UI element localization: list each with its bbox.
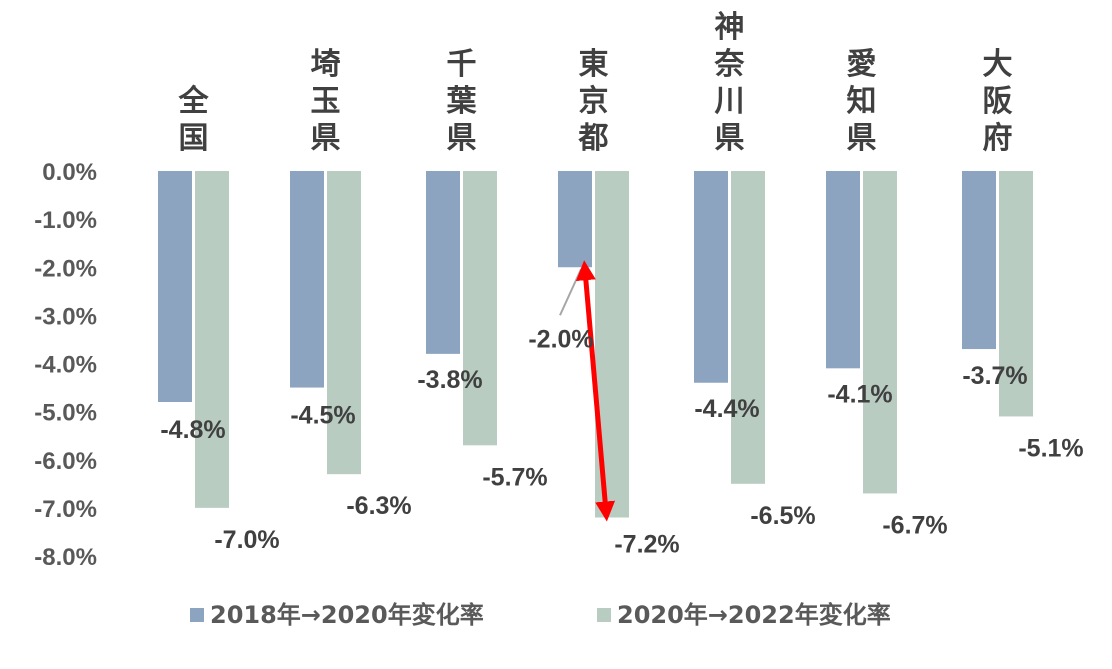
bar-series1-6: [962, 171, 996, 350]
y-tick-label--8.0: -8.0%: [34, 544, 97, 571]
leader-line-tokyo: [559, 268, 582, 316]
legend-label-2: 2020年→2022年変化率: [617, 601, 891, 629]
bar-series1-3: [558, 171, 592, 268]
bar-series1-5: [826, 171, 860, 369]
bar-series1-4: [694, 171, 728, 383]
y-tick-label--6.0: -6.0%: [34, 448, 97, 475]
legend-swatch-1: [190, 608, 204, 622]
annotation-arrow: [575, 260, 616, 522]
bar-series2-2: [463, 171, 497, 446]
data-label-series2-2: -5.7%: [482, 463, 547, 491]
category-label-1: 埼玉県: [311, 47, 341, 156]
bar-series2-6: [999, 171, 1033, 417]
bar-series1-0: [158, 171, 192, 402]
category-labels: 全国 埼玉県 千葉県 東京都 神奈川県 愛知県 大阪府: [178, 10, 1013, 156]
data-label-series2-1: -6.3%: [346, 492, 411, 520]
y-tick-label--4.0: -4.0%: [34, 352, 97, 379]
y-tick-label--2.0: -2.0%: [34, 255, 97, 282]
data-label-series1-0: -4.8%: [160, 416, 225, 444]
bar-series1-1: [290, 171, 324, 388]
y-tick-label-0.0: 0.0%: [42, 159, 97, 186]
data-label-series2-0: -7.0%: [214, 526, 279, 554]
y-tick-label--7.0: -7.0%: [34, 496, 97, 523]
category-label-2: 千葉県: [446, 47, 478, 156]
data-label-series1-3: -2.0%: [528, 325, 593, 353]
category-label-5: 愛知県: [847, 47, 877, 156]
data-label-series2-3: -7.2%: [614, 531, 679, 559]
y-axis-tick-labels: 0.0% -1.0% -2.0% -3.0% -4.0% -5.0% -6.0% -7.0% -…: [34, 159, 97, 571]
data-label-series1-5: -4.1%: [827, 380, 892, 408]
data-label-series1-2: -3.8%: [417, 366, 482, 394]
bars: [158, 171, 1033, 518]
category-label-0: 全国: [178, 84, 210, 156]
data-label-series1-4: -4.4%: [694, 395, 759, 423]
data-label-series1-1: -4.5%: [290, 402, 355, 430]
legend-swatch-2: [597, 608, 611, 622]
bar-series2-5: [863, 171, 897, 494]
y-tick-label--1.0: -1.0%: [34, 207, 97, 234]
y-tick-label--3.0: -3.0%: [34, 303, 97, 330]
data-labels: -4.8% -4.5% -3.8% -2.0% -4.4% -4.1% -3.7% -7.0%…: [160, 325, 1083, 558]
data-label-series2-4: -6.5%: [750, 502, 815, 530]
category-label-3: 東京都: [578, 47, 609, 156]
data-label-series2-5: -6.7%: [882, 511, 947, 539]
data-label-series2-6: -5.1%: [1018, 434, 1083, 462]
bar-series2-0: [195, 171, 229, 508]
leader-lines: [559, 268, 582, 316]
legend-label-1: 2018年→2020年変化率: [210, 601, 484, 629]
data-label-series1-6: -3.7%: [962, 362, 1027, 390]
double-arrow: [575, 260, 616, 522]
bar-series2-1: [327, 171, 361, 475]
category-label-6: 大阪府: [983, 47, 1013, 156]
bar-series1-2: [426, 171, 460, 354]
category-label-4: 神奈川県: [714, 10, 746, 156]
y-tick-label--5.0: -5.0%: [34, 400, 97, 427]
legend: 2018年→2020年変化率 2020年→2022年変化率: [190, 601, 891, 629]
bar-series2-4: [731, 171, 765, 484]
